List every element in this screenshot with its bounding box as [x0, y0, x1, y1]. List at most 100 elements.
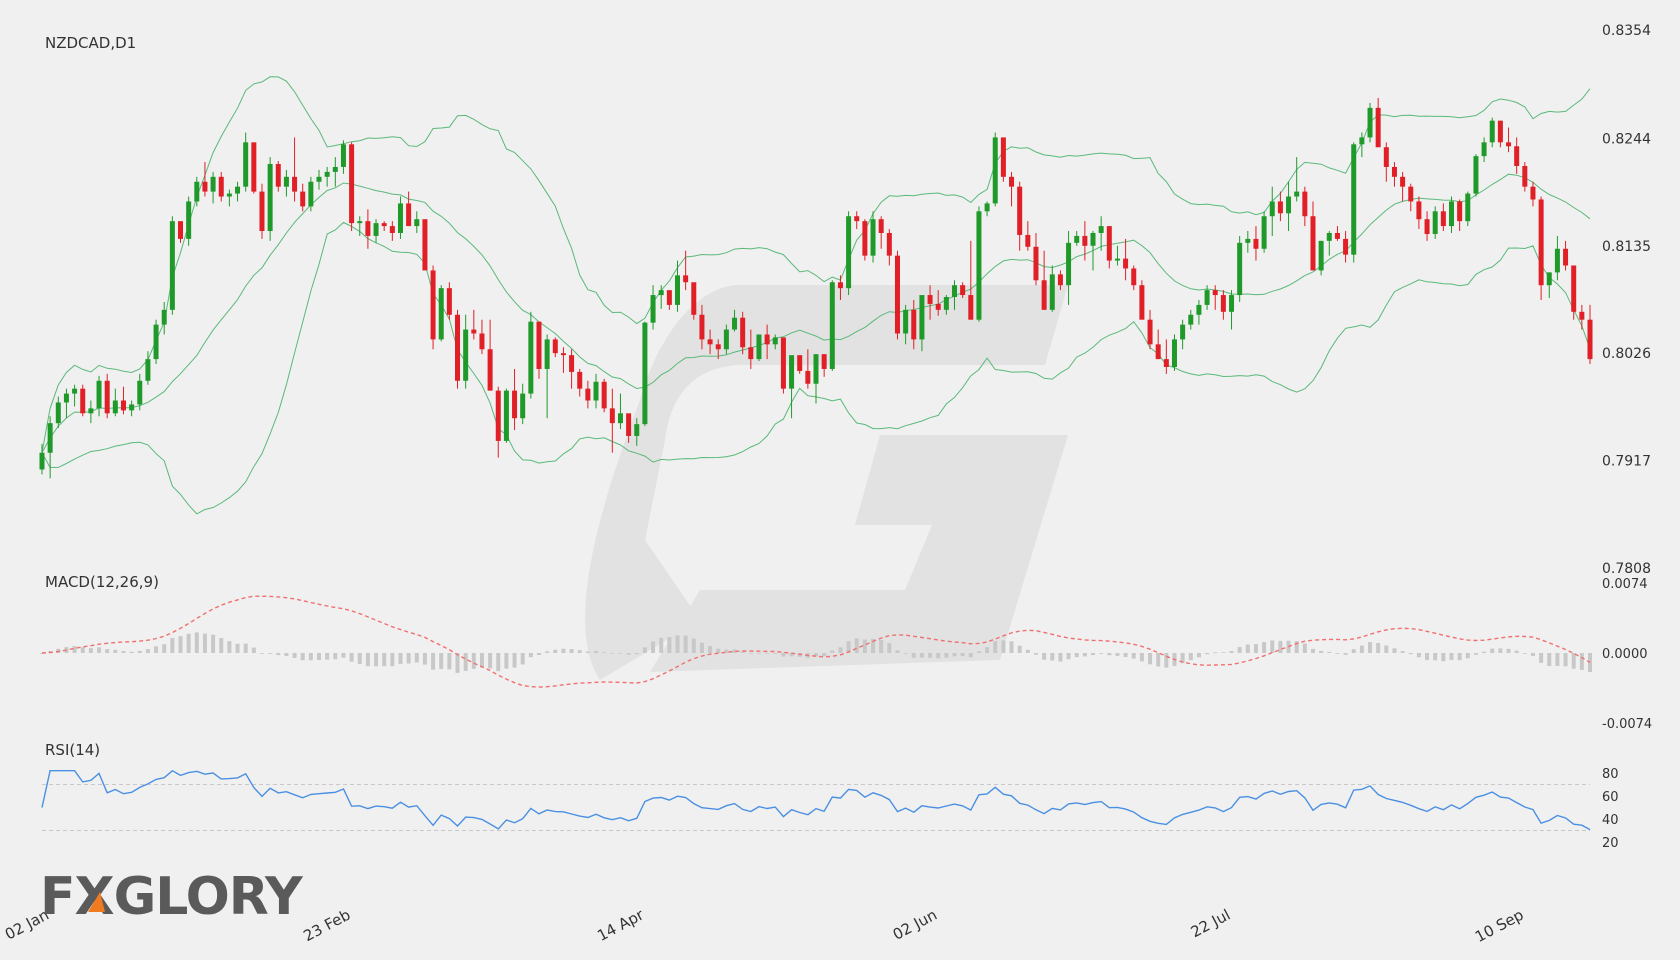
macd-bar	[1115, 653, 1120, 656]
macd-bar	[1148, 653, 1153, 665]
candle	[414, 211, 420, 233]
macd-bar	[659, 637, 664, 653]
candle	[1408, 183, 1414, 212]
candle-body	[430, 270, 436, 340]
macd-bar	[895, 650, 900, 653]
candle	[275, 161, 281, 192]
candle	[878, 216, 884, 249]
candle	[88, 400, 94, 424]
candle-body	[1367, 107, 1373, 138]
macd-bar	[854, 638, 859, 653]
candle-body	[1245, 238, 1251, 243]
candle	[919, 295, 925, 352]
candle-body	[340, 144, 346, 167]
candle	[47, 416, 53, 479]
candle	[1025, 221, 1031, 251]
candle-body	[503, 390, 509, 441]
candle-body	[1090, 232, 1096, 246]
candle-body	[1481, 142, 1487, 157]
macd-bar	[145, 649, 150, 653]
candle	[186, 196, 192, 246]
candle-body	[169, 221, 175, 310]
candle	[626, 413, 632, 443]
candle-body	[552, 339, 558, 354]
candle	[609, 388, 615, 453]
candle	[617, 393, 623, 430]
macd-bar	[1571, 653, 1576, 669]
candle-body	[397, 203, 403, 233]
candle	[1375, 97, 1381, 148]
candle	[666, 290, 672, 310]
candle	[422, 219, 428, 271]
candle	[837, 275, 843, 300]
candle	[846, 211, 852, 296]
macd-bar	[284, 653, 289, 657]
macd-bar	[1229, 651, 1234, 653]
macd-bar	[642, 647, 647, 653]
candle	[1571, 265, 1577, 320]
candle-body	[1375, 107, 1381, 148]
date-tick-label: 02 Jun	[890, 906, 940, 944]
macd-bar	[1343, 653, 1348, 655]
macd-bar	[944, 653, 949, 658]
candle	[927, 285, 933, 320]
macd-bar	[1539, 653, 1544, 663]
candle	[560, 347, 566, 373]
candle-body	[903, 309, 909, 334]
candle-body	[1025, 234, 1031, 247]
price-pane: NZDCAD,D1 0.8354 0.8244 0.8135 0.8026 0.7917…	[39, 23, 1651, 577]
candle-body	[1098, 226, 1104, 233]
macd-bar	[40, 653, 44, 654]
macd-bar	[585, 651, 590, 653]
candle-body	[292, 176, 298, 192]
candle-body	[992, 137, 998, 204]
candle-body	[1302, 191, 1308, 217]
candle	[120, 386, 126, 415]
watermark	[585, 285, 1068, 680]
candle-body	[1139, 285, 1145, 320]
candle-body	[634, 424, 640, 436]
macd-bar	[928, 653, 933, 658]
candle-body	[438, 288, 444, 340]
candle-body	[894, 255, 900, 334]
candle	[756, 334, 762, 362]
macd-bar	[1384, 645, 1389, 653]
candle-body	[47, 423, 53, 453]
macd-bar	[1530, 653, 1535, 657]
candle-body	[683, 275, 689, 283]
date-tick-label: 14 Apr	[594, 905, 647, 945]
macd-bar	[414, 653, 419, 663]
candle-body	[699, 314, 705, 340]
macd-bar	[1123, 653, 1128, 657]
candle	[1563, 240, 1569, 271]
macd-bar	[178, 636, 183, 653]
candle-body	[1343, 238, 1349, 255]
macd-bar	[1351, 649, 1356, 653]
candle-body	[1017, 186, 1023, 235]
candle	[593, 373, 599, 409]
candle-body	[943, 297, 949, 310]
candle	[1082, 221, 1088, 261]
macd-bar	[202, 633, 207, 653]
macd-bar	[431, 653, 436, 670]
candle-body	[715, 344, 721, 350]
candle-body	[471, 329, 477, 334]
candle	[1432, 206, 1438, 239]
candle	[1131, 265, 1137, 291]
macd-bar	[1400, 651, 1405, 653]
candle-body	[283, 176, 289, 187]
macd-bar	[1205, 653, 1210, 655]
candle	[952, 280, 958, 310]
candle-body	[1571, 265, 1577, 312]
candle	[1489, 117, 1495, 148]
macd-bar	[211, 634, 216, 653]
candle	[577, 368, 583, 397]
macd-bar	[1506, 648, 1511, 653]
candle	[332, 157, 338, 187]
macd-bar	[341, 653, 346, 658]
macd-bar	[1278, 640, 1283, 653]
macd-bar	[1490, 648, 1495, 653]
macd-bar	[80, 647, 85, 653]
macd-bar	[374, 653, 379, 667]
macd-bar	[756, 653, 761, 654]
